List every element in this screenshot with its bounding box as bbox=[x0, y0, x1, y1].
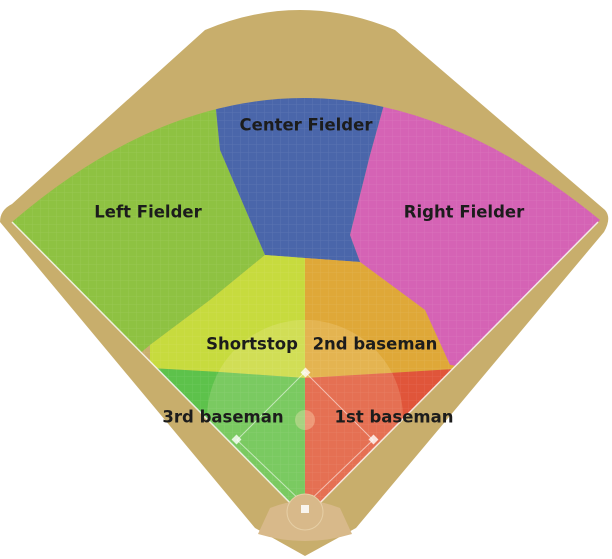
home-plate bbox=[301, 505, 309, 513]
label-left-fielder: Left Fielder bbox=[94, 203, 202, 222]
label-second-baseman: 2nd baseman bbox=[313, 335, 438, 354]
label-center-fielder: Center Fielder bbox=[240, 116, 374, 135]
first-base-foul-line bbox=[304, 221, 599, 519]
label-shortstop: Shortstop bbox=[206, 335, 298, 354]
second-base bbox=[300, 367, 311, 378]
label-third-baseman: 3rd baseman bbox=[162, 408, 283, 427]
label-first-baseman: 1st baseman bbox=[335, 408, 454, 427]
pitchers-mound bbox=[295, 410, 315, 430]
infield-arc bbox=[207, 320, 403, 516]
third-base-foul-line bbox=[11, 221, 306, 519]
first-base bbox=[368, 434, 379, 445]
third-base bbox=[231, 434, 242, 445]
label-right-fielder: Right Fielder bbox=[404, 203, 525, 222]
